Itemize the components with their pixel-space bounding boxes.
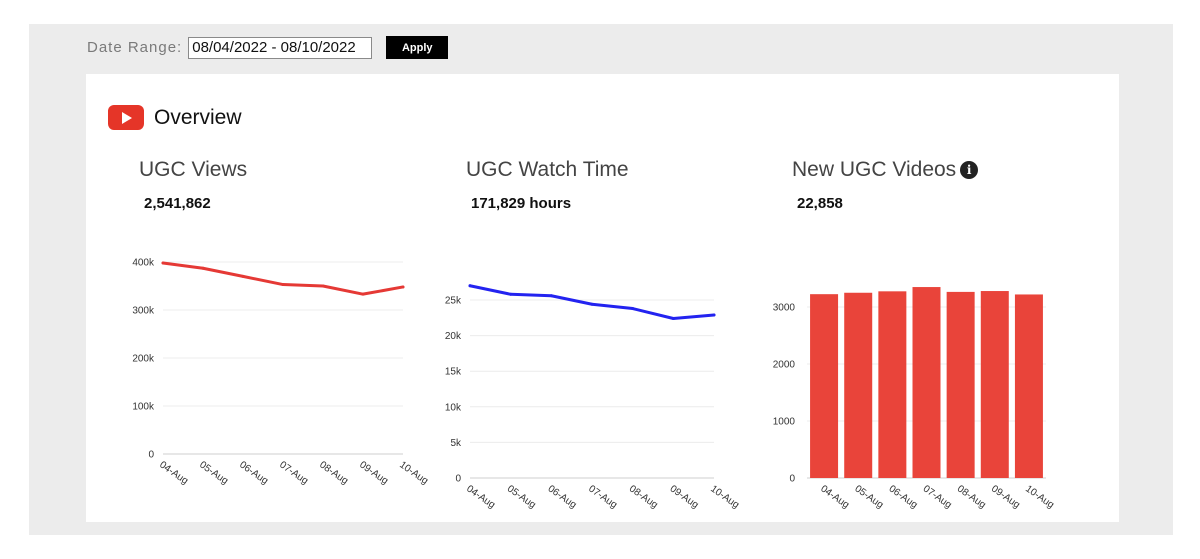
y-tick-label: 10k (445, 402, 462, 413)
y-tick-label: 3000 (773, 303, 796, 314)
bar-07-Aug (912, 287, 941, 478)
bar-08-Aug (946, 291, 975, 478)
bar-05-Aug (844, 292, 873, 478)
y-tick-label: 5k (450, 438, 462, 449)
x-tick-label: 10-Aug (1023, 483, 1056, 511)
date-range-label: Date Range: (87, 39, 183, 56)
watch-time-value: 171,829 hours (471, 195, 572, 212)
overview-header: Overview (108, 105, 242, 130)
bar-09-Aug (980, 291, 1009, 478)
y-tick-label: 25k (445, 296, 462, 307)
point-05-Aug (201, 266, 205, 270)
x-tick-label: 07-Aug (277, 459, 310, 487)
y-tick-label: 300k (132, 306, 155, 317)
x-tick-label: 06-Aug (546, 483, 579, 511)
bar-04-Aug (810, 294, 839, 478)
y-tick-label: 20k (445, 331, 462, 342)
point-04-Aug (161, 261, 165, 265)
x-tick-label: 05-Aug (197, 459, 230, 487)
point-08-Aug (321, 284, 325, 288)
x-tick-label: 08-Aug (955, 483, 988, 511)
date-range-controls: Date Range: Apply (87, 36, 449, 59)
series-line (468, 284, 716, 321)
date-range-input[interactable] (188, 36, 373, 59)
x-tick-label: 07-Aug (921, 483, 954, 511)
views-value: 2,541,862 (144, 195, 211, 212)
x-tick-label: 10-Aug (708, 483, 741, 511)
bar-10-Aug (1014, 294, 1043, 478)
watch-time-chart: 0 5k 10k 15k 20k 25k 04-Aug 05-Aug 06-Aug 07-Aug 0… (445, 284, 741, 511)
views-title: UGC Views (139, 158, 248, 181)
views-chart: 0 100k 200k 300k 400k 04-Aug 05-Aug 06-Aug 07-Au… (132, 258, 430, 487)
point-10-Aug (712, 313, 716, 317)
apply-button[interactable]: Apply (386, 36, 449, 59)
series-line (161, 261, 405, 296)
x-tick-label: 09-Aug (357, 459, 390, 487)
point-09-Aug (361, 292, 365, 296)
x-tick-label: 09-Aug (668, 483, 701, 511)
x-tick-label: 05-Aug (505, 483, 538, 511)
youtube-icon (108, 105, 144, 130)
point-07-Aug (281, 283, 285, 287)
videos-chart: 0 1000 2000 3000 04-Aug 05-Aug 06-Aug 07-Aug 08-… (773, 287, 1056, 511)
y-tick-label: 0 (455, 474, 461, 485)
point-04-Aug (468, 284, 472, 288)
y-tick-label: 0 (148, 450, 154, 461)
y-tick-label: 15k (445, 367, 462, 378)
point-10-Aug (401, 285, 405, 289)
y-tick-label: 100k (132, 402, 155, 413)
bar-06-Aug (878, 291, 907, 478)
x-tick-label: 05-Aug (852, 483, 885, 511)
point-06-Aug (241, 274, 245, 278)
x-tick-label: 08-Aug (317, 459, 350, 487)
point-05-Aug (509, 292, 513, 296)
videos-value: 22,858 (797, 195, 843, 212)
videos-title-wrap: New UGC Videos i (792, 158, 979, 182)
x-tick-label: 10-Aug (397, 459, 430, 487)
y-tick-label: 0 (789, 474, 795, 485)
x-tick-label: 06-Aug (237, 459, 270, 487)
dashboard-container: Date Range: Apply Overview UGC Views 2,5… (29, 24, 1173, 535)
x-tick-label: 04-Aug (818, 483, 851, 511)
y-tick-label: 2000 (773, 360, 796, 371)
point-09-Aug (671, 317, 675, 321)
overview-card: Overview UGC Views 2,541,862 UGC Watch T… (86, 74, 1119, 522)
y-tick-label: 200k (132, 354, 155, 365)
watch-time-title: UGC Watch Time (466, 158, 629, 181)
x-tick-label: 07-Aug (586, 483, 619, 511)
y-tick-label: 1000 (773, 417, 796, 428)
x-tick-label: 04-Aug (464, 483, 497, 511)
videos-title: New UGC Videos (792, 158, 957, 181)
x-tick-label: 06-Aug (887, 483, 920, 511)
point-07-Aug (590, 302, 594, 306)
point-06-Aug (549, 294, 553, 298)
overview-title: Overview (154, 105, 242, 129)
x-tick-label: 04-Aug (157, 459, 190, 487)
info-icon[interactable]: i (960, 161, 979, 179)
y-tick-label: 400k (132, 258, 155, 269)
point-08-Aug (631, 307, 635, 311)
x-tick-label: 09-Aug (989, 483, 1022, 511)
x-tick-label: 08-Aug (627, 483, 660, 511)
